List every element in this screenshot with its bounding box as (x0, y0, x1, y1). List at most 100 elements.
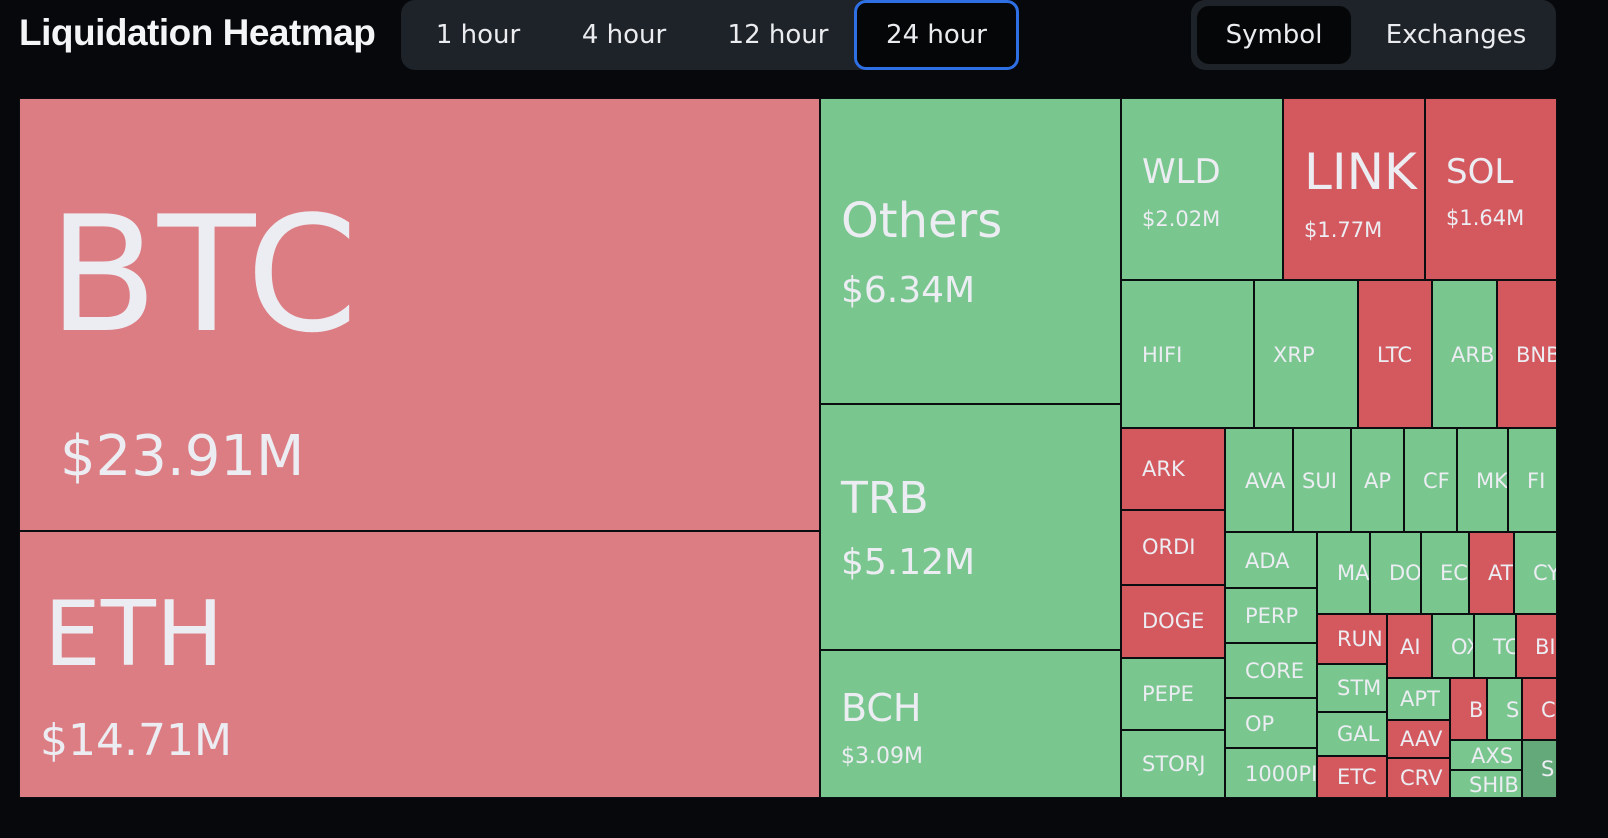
tile-symbol: BI (1535, 635, 1556, 659)
tile-storj[interactable]: STORJ (1121, 730, 1225, 798)
tile-symbol: TRB (841, 473, 929, 524)
tile-c[interactable]: C (1522, 678, 1557, 740)
tile-b[interactable]: B (1450, 678, 1487, 740)
tile-perp[interactable]: PERP (1225, 588, 1317, 643)
tile-symbol: LINK (1304, 143, 1417, 201)
tile-stm[interactable]: STM (1317, 664, 1387, 712)
tile-symbol: S (1506, 698, 1520, 722)
tile-value: $1.77M (1304, 218, 1383, 242)
tile-value: $3.09M (841, 744, 923, 769)
time-range-tabs: 1 hour 4 hour 12 hour 24 hour (401, 0, 1019, 70)
tile-s2[interactable]: S (1522, 740, 1557, 798)
tile-sol[interactable]: SOL $1.64M (1425, 98, 1557, 280)
tile-symbol: STORJ (1142, 752, 1206, 776)
tile-bnb[interactable]: BNB (1497, 280, 1557, 428)
tile-aav[interactable]: AAV (1387, 720, 1450, 758)
tile-symbol: AI (1400, 635, 1421, 659)
tile-symbol: EC (1440, 561, 1468, 585)
tab-24-hour[interactable]: 24 hour (854, 0, 1019, 70)
tile-symbol: OX (1451, 635, 1473, 659)
tile-symbol: AXS (1471, 744, 1514, 768)
tile-symbol: SUI (1302, 469, 1337, 493)
tile-cf[interactable]: CF (1404, 428, 1457, 532)
tile-apt[interactable]: APT (1387, 678, 1450, 720)
tile-ec[interactable]: EC (1421, 532, 1469, 614)
tab-symbol[interactable]: Symbol (1197, 6, 1351, 64)
tile-ox[interactable]: OX (1432, 614, 1474, 678)
tile-trb[interactable]: TRB $5.12M (820, 404, 1121, 650)
tile-symbol: STM (1337, 676, 1382, 700)
tile-symbol: AP (1364, 469, 1392, 493)
tile-bch[interactable]: BCH $3.09M (820, 650, 1121, 798)
tile-ltc[interactable]: LTC (1358, 280, 1432, 428)
tile-crv[interactable]: CRV (1387, 758, 1450, 798)
tile-ava[interactable]: AVA (1225, 428, 1293, 532)
tile-symbol: S (1541, 757, 1555, 781)
tile-eth[interactable]: ETH $14.71M (19, 531, 820, 798)
tile-ap[interactable]: AP (1351, 428, 1404, 532)
tile-core[interactable]: CORE (1225, 643, 1317, 698)
tile-ada[interactable]: ADA (1225, 532, 1317, 588)
tile-at[interactable]: AT (1469, 532, 1514, 614)
tile-symbol: ARB (1451, 343, 1495, 367)
tile-s[interactable]: S (1487, 678, 1522, 740)
tile-shib[interactable]: SHIB (1450, 770, 1522, 798)
tab-12-hour[interactable]: 12 hour (727, 20, 829, 50)
tile-symbol: MK (1476, 469, 1508, 493)
tile-fi[interactable]: FI (1508, 428, 1557, 532)
tile-doge[interactable]: DOGE (1121, 585, 1225, 658)
tile-symbol: ADA (1245, 549, 1290, 573)
tile-symbol: AT (1488, 561, 1514, 585)
tile-hifi[interactable]: HIFI (1121, 280, 1254, 428)
tile-bi[interactable]: BI (1516, 614, 1557, 678)
tile-wld[interactable]: WLD $2.02M (1121, 98, 1283, 280)
tile-mk[interactable]: MK (1457, 428, 1508, 532)
tile-symbol: BNB (1516, 343, 1557, 367)
tile-symbol: MA (1337, 561, 1370, 585)
tile-symbol: CY (1533, 561, 1556, 585)
tab-exchanges[interactable]: Exchanges (1385, 20, 1527, 50)
tile-axs[interactable]: AXS (1450, 740, 1522, 770)
tile-etc[interactable]: ETC (1317, 756, 1387, 798)
tile-1000pi[interactable]: 1000PI (1225, 748, 1317, 798)
tile-do[interactable]: DO (1370, 532, 1421, 614)
tile-symbol: LTC (1377, 343, 1413, 367)
tile-ai[interactable]: AI (1387, 614, 1432, 678)
tile-symbol: DO (1389, 561, 1421, 585)
liquidation-treemap: BTC $23.91M ETH $14.71M Others $6.34M TR… (19, 98, 1557, 798)
group-by-tabs: Symbol Exchanges (1191, 0, 1556, 70)
tile-ma[interactable]: MA (1317, 532, 1370, 614)
tile-xrp[interactable]: XRP (1254, 280, 1358, 428)
tile-symbol: HIFI (1142, 343, 1183, 367)
tile-symbol: ARK (1142, 457, 1185, 481)
tile-symbol: PEPE (1142, 682, 1194, 706)
tile-gal[interactable]: GAL (1317, 712, 1387, 756)
tile-symbol: ETC (1337, 765, 1377, 789)
tile-symbol: PERP (1245, 604, 1299, 628)
tile-ordi[interactable]: ORDI (1121, 510, 1225, 585)
tile-cy[interactable]: CY (1514, 532, 1557, 614)
tab-4-hour[interactable]: 4 hour (581, 20, 667, 50)
tile-symbol: APT (1400, 687, 1440, 711)
tile-symbol: XRP (1273, 343, 1315, 367)
tile-pepe[interactable]: PEPE (1121, 658, 1225, 730)
tile-arb[interactable]: ARB (1432, 280, 1497, 428)
tile-symbol: Others (841, 193, 1003, 249)
tile-symbol: 1000PI (1245, 762, 1317, 786)
tile-symbol: AVA (1245, 469, 1286, 493)
tile-value: $6.34M (841, 270, 976, 311)
tile-value: $23.91M (60, 424, 305, 489)
tile-value: $5.12M (841, 542, 976, 583)
tile-tc[interactable]: TC (1474, 614, 1516, 678)
tab-1-hour[interactable]: 1 hour (435, 20, 521, 50)
tile-others[interactable]: Others $6.34M (820, 98, 1121, 404)
tile-value: $14.71M (40, 715, 232, 766)
tile-btc[interactable]: BTC $23.91M (19, 98, 820, 531)
tile-ark[interactable]: ARK (1121, 428, 1225, 510)
tile-symbol: SOL (1446, 152, 1514, 192)
tile-sui[interactable]: SUI (1293, 428, 1351, 532)
tile-symbol: ORDI (1142, 535, 1196, 559)
tile-op[interactable]: OP (1225, 698, 1317, 748)
tile-link[interactable]: LINK $1.77M (1283, 98, 1425, 280)
tile-run[interactable]: RUN (1317, 614, 1387, 664)
